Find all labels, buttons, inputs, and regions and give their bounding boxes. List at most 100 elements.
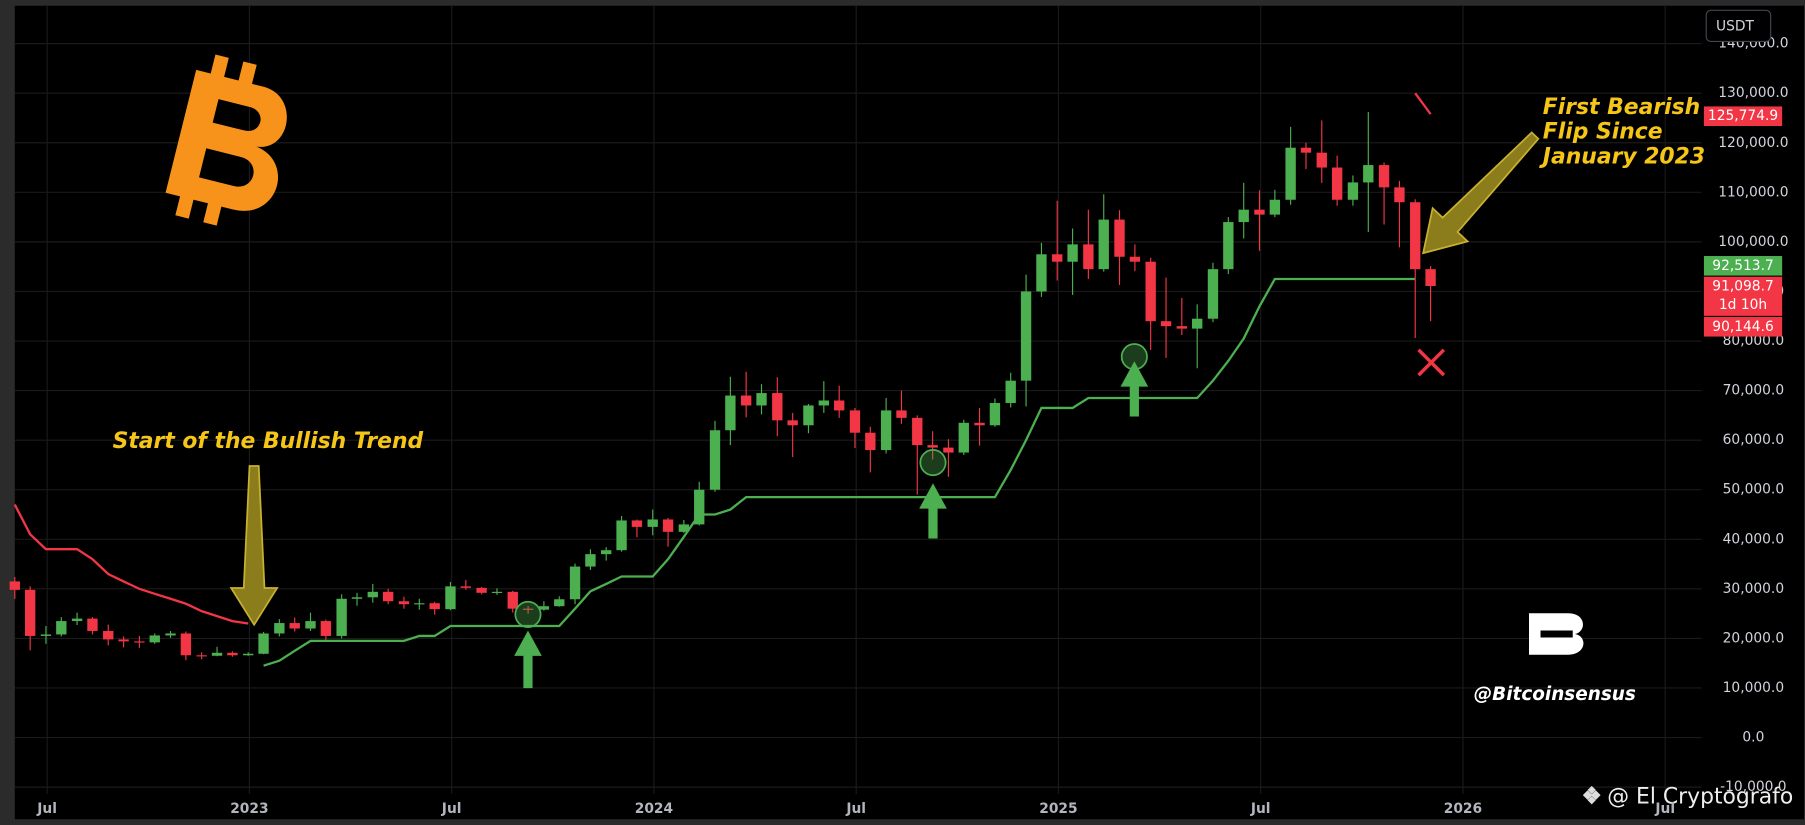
candle-body [1145,261,1156,322]
candle-body [351,597,363,599]
candle-body [476,587,487,593]
candle-body [40,634,52,636]
watermark: @ El Cryptografo [1607,784,1793,809]
brand-logo [1529,613,1584,655]
bearish-cross [1417,348,1446,377]
price-tag [1703,276,1783,316]
candle-body [56,621,67,635]
supertrend-line [263,277,1416,667]
x-tick-label: Jul [1250,801,1271,817]
y-tick-label: -10,000.0 [1720,779,1786,795]
candle-body [1363,165,1374,183]
candle-body [1114,219,1125,257]
price-tag-countdown: 1d 10h [1719,297,1767,313]
y-tick-label: 110,000.0 [1718,184,1788,200]
x-tick-label: Jul [441,801,462,817]
candle-body [740,395,752,406]
bullish-arrow [229,465,279,627]
candle-body [678,524,690,532]
marker-circle [514,600,542,628]
candle-body [1176,326,1187,329]
candle-body [1285,147,1296,200]
candle-body [756,393,767,406]
supertrend [13,92,1432,667]
candle-body [943,447,954,453]
candle-body [522,608,534,610]
candle-body [1394,187,1405,203]
candle-body [1331,167,1343,200]
currency-button-box[interactable] [1705,9,1772,42]
candle-body [211,652,223,656]
candle-body [103,630,114,640]
annotation: January 2023 [1539,145,1705,170]
y-tick-label: 70,000.0 [1723,383,1784,399]
candle-body [912,417,923,446]
y-tick-label: 0.0 [1742,730,1764,746]
candle-body [134,641,145,643]
annotation: First Bearish [1543,95,1700,120]
x-tick-label: 2025 [1039,801,1077,817]
candle-body [71,618,83,622]
y-tick-label: 40,000.0 [1723,531,1784,547]
candle-body [1238,209,1249,223]
y-tick-label: 10,000.0 [1723,680,1784,696]
candle-body [1160,321,1172,327]
candle-body [1052,254,1063,262]
candle-body [258,633,269,654]
currency-label[interactable]: USDT [1716,18,1754,34]
up-arrow [919,483,947,539]
candle-body [87,618,98,631]
candle-body [367,591,378,598]
x-tick-label: 2024 [635,801,673,817]
y-tick-label: 130,000.0 [1718,85,1788,101]
price-tag [1703,316,1783,337]
pullback-markers [514,343,1148,628]
candle-body [1005,380,1016,403]
y-tick-label: 120,000.0 [1718,135,1788,151]
candle-body [227,652,238,656]
price-axis: -10,000.0 0.0 10,000.0 20,000.0 30,000.0 40,0… [36,36,1788,817]
candle-body [1223,222,1234,270]
candle-body [865,432,876,451]
candle-body [429,603,440,610]
candle-body [834,400,845,411]
candle-body [974,422,985,426]
candle-body [849,410,861,433]
candle-body [554,599,565,607]
candle-body [507,591,518,609]
candle-body [1192,318,1203,329]
price-tag-label: 125,774.9 [1708,108,1778,124]
y-tick-label: 30,000.0 [1723,581,1784,597]
currency-button[interactable]: USDT [1705,9,1772,42]
y-tick-label: 100,000.0 [1718,234,1788,250]
candle-body [1129,256,1141,262]
candle-body [927,445,938,448]
candle-body [196,655,207,657]
candle-body [647,519,658,527]
up-arrow [1120,361,1149,417]
bearish-arrow [1422,131,1540,255]
y-tick-label: 20,000.0 [1723,630,1784,646]
candle-body [460,586,472,588]
price-tag [1703,256,1783,276]
price-tag [1703,106,1783,126]
candle-body [538,606,550,610]
candle-body [1316,152,1327,168]
x-tick-label: Jul [845,801,866,817]
candle-body [1207,269,1219,319]
candle-body [320,621,332,636]
marker-circle [919,449,947,477]
price-tag-label: 92,513.7 [1712,258,1773,274]
candle-body [1347,182,1359,200]
grid [14,5,1702,794]
y-tick-label: 60,000.0 [1723,432,1784,448]
plot-background [14,5,1805,820]
candle-body [1083,244,1094,270]
candle-body [243,653,254,656]
candle-body [585,554,596,567]
y-tick-label: 50,000.0 [1723,482,1784,498]
candle-body [9,581,20,590]
candle-body [149,635,160,643]
candle-body [1378,165,1390,188]
